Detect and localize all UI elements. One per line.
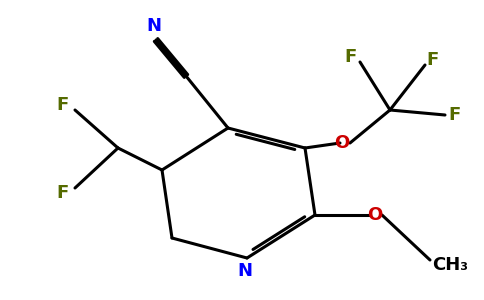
Text: F: F [344,48,356,66]
Text: N: N [238,262,253,280]
Text: O: O [367,206,383,224]
Text: O: O [334,134,349,152]
Text: CH₃: CH₃ [432,256,468,274]
Text: F: F [449,106,461,124]
Text: F: F [57,184,69,202]
Text: F: F [57,96,69,114]
Text: F: F [427,51,439,69]
Text: N: N [147,17,162,35]
